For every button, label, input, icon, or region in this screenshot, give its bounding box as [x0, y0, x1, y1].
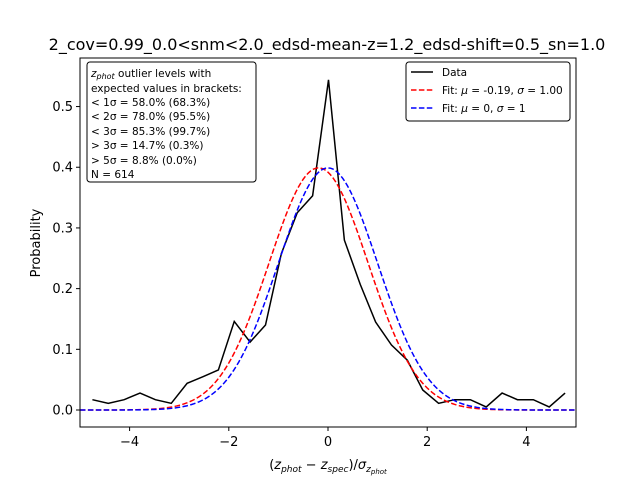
x-axis-title: (zphot − zspec)/σzphot — [269, 458, 387, 476]
x-tick-label: −4 — [120, 435, 139, 450]
y-tick-label: 0.1 — [52, 343, 73, 358]
chart-title: 2_cov=0.99_0.0<snm<2.0_edsd-mean-z=1.2_e… — [49, 35, 606, 55]
annotation-line: expected values in brackets: — [91, 83, 242, 95]
series-line-fit-blue — [80, 167, 576, 411]
annotation-line: N = 614 — [91, 169, 135, 181]
y-tick-label: 0.3 — [52, 221, 73, 236]
x-tick-label: 2 — [423, 435, 431, 450]
annotation-line: > 3σ = 14.7% (0.3%) — [91, 140, 204, 152]
legend-box — [405, 61, 571, 122]
legend-label-fit-blue: Fit: μ = 0, σ = 1 — [442, 103, 526, 115]
annotation-line: > 5σ = 8.8% (0.0%) — [91, 155, 197, 167]
legend: Data Fit: μ = -0.19, σ = 1.00 Fit: μ = 0… — [405, 61, 571, 122]
y-tick-label: 0.5 — [52, 100, 73, 115]
annotation-line: < 1σ = 58.0% (68.3%) — [91, 97, 210, 109]
series-line-data — [92, 79, 566, 408]
stats-annotation: zphot outlier levels with expected value… — [86, 61, 257, 183]
legend-label-data: Data — [442, 67, 467, 79]
y-axis-title: Probability — [29, 208, 44, 277]
annotation-line: < 2σ = 78.0% (95.5%) — [91, 111, 210, 123]
annotation-line: < 3σ = 85.3% (99.7%) — [91, 126, 210, 138]
x-tick-label: −2 — [219, 435, 238, 450]
annotation-box — [86, 61, 257, 183]
y-tick-label: 0.0 — [52, 404, 73, 419]
annotation-heading: zphot outlier levels with — [90, 68, 211, 81]
y-tick-label: 0.4 — [52, 161, 73, 176]
legend-label-fit-red: Fit: μ = -0.19, σ = 1.00 — [442, 85, 563, 97]
y-tick-label: 0.2 — [52, 282, 73, 297]
x-tick-label: 0 — [324, 435, 332, 450]
series-group — [80, 79, 576, 411]
x-tick-label: 4 — [522, 435, 530, 450]
ticks-group: −4 −2 0 2 4 0.0 0.1 0.2 0.3 0.4 0.5 — [52, 100, 530, 450]
